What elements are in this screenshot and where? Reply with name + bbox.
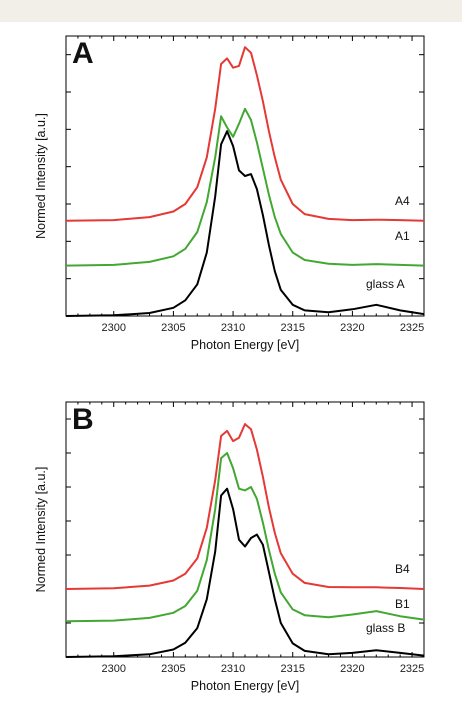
panel-b-label-b1: B1 [395,597,410,611]
panel-a-label-a1: A1 [395,229,410,243]
panel-b-xtick-label: 2320 [340,663,364,675]
panel-a-xlabel: Photon Energy [eV] [191,338,299,352]
panel-b-xtick-label: 2315 [280,663,304,675]
panel-a-letter: A [72,37,94,70]
panel-a-xtick-label: 2310 [221,322,245,334]
panel-b-xtick-label: 2300 [101,663,125,675]
panel-a-series-a4 [65,46,425,222]
panel-b-xtick-label: 2305 [161,663,185,675]
panel-b-label-b4: B4 [395,562,410,576]
panel-a-series-glass-a [65,130,425,317]
panel-a-label-a4: A4 [395,194,410,208]
panel-a-xtick-label: 2300 [101,322,125,334]
panel-a-series-a1 [65,107,425,267]
panel-a-label-glass-a: glass A [366,277,405,291]
panel-b-series-b4 [65,423,425,590]
panel-a-xtick-label: 2305 [161,322,185,334]
panel-b-series-glass-b [65,487,425,658]
panel-b-frame [65,401,425,658]
panel-b-series-b1 [65,452,425,623]
panel-a-xtick-label: 2320 [340,322,364,334]
panel-b-xtick-label: 2310 [221,663,245,675]
panel-b-label-glass-b: glass B [366,621,405,635]
panel-b-xtick-label: 2325 [400,663,424,675]
panel-a-xtick-label: 2325 [400,322,424,334]
panel-b-ylabel: Normed Intensity [a.u.] [34,467,48,593]
panel-a-xtick-label: 2315 [280,322,304,334]
top-band [0,0,462,22]
panel-a-ylabel: Normed Intensity [a.u.] [34,113,48,239]
panel-b-xlabel: Photon Energy [eV] [191,679,299,693]
panel-b-letter: B [72,403,94,436]
